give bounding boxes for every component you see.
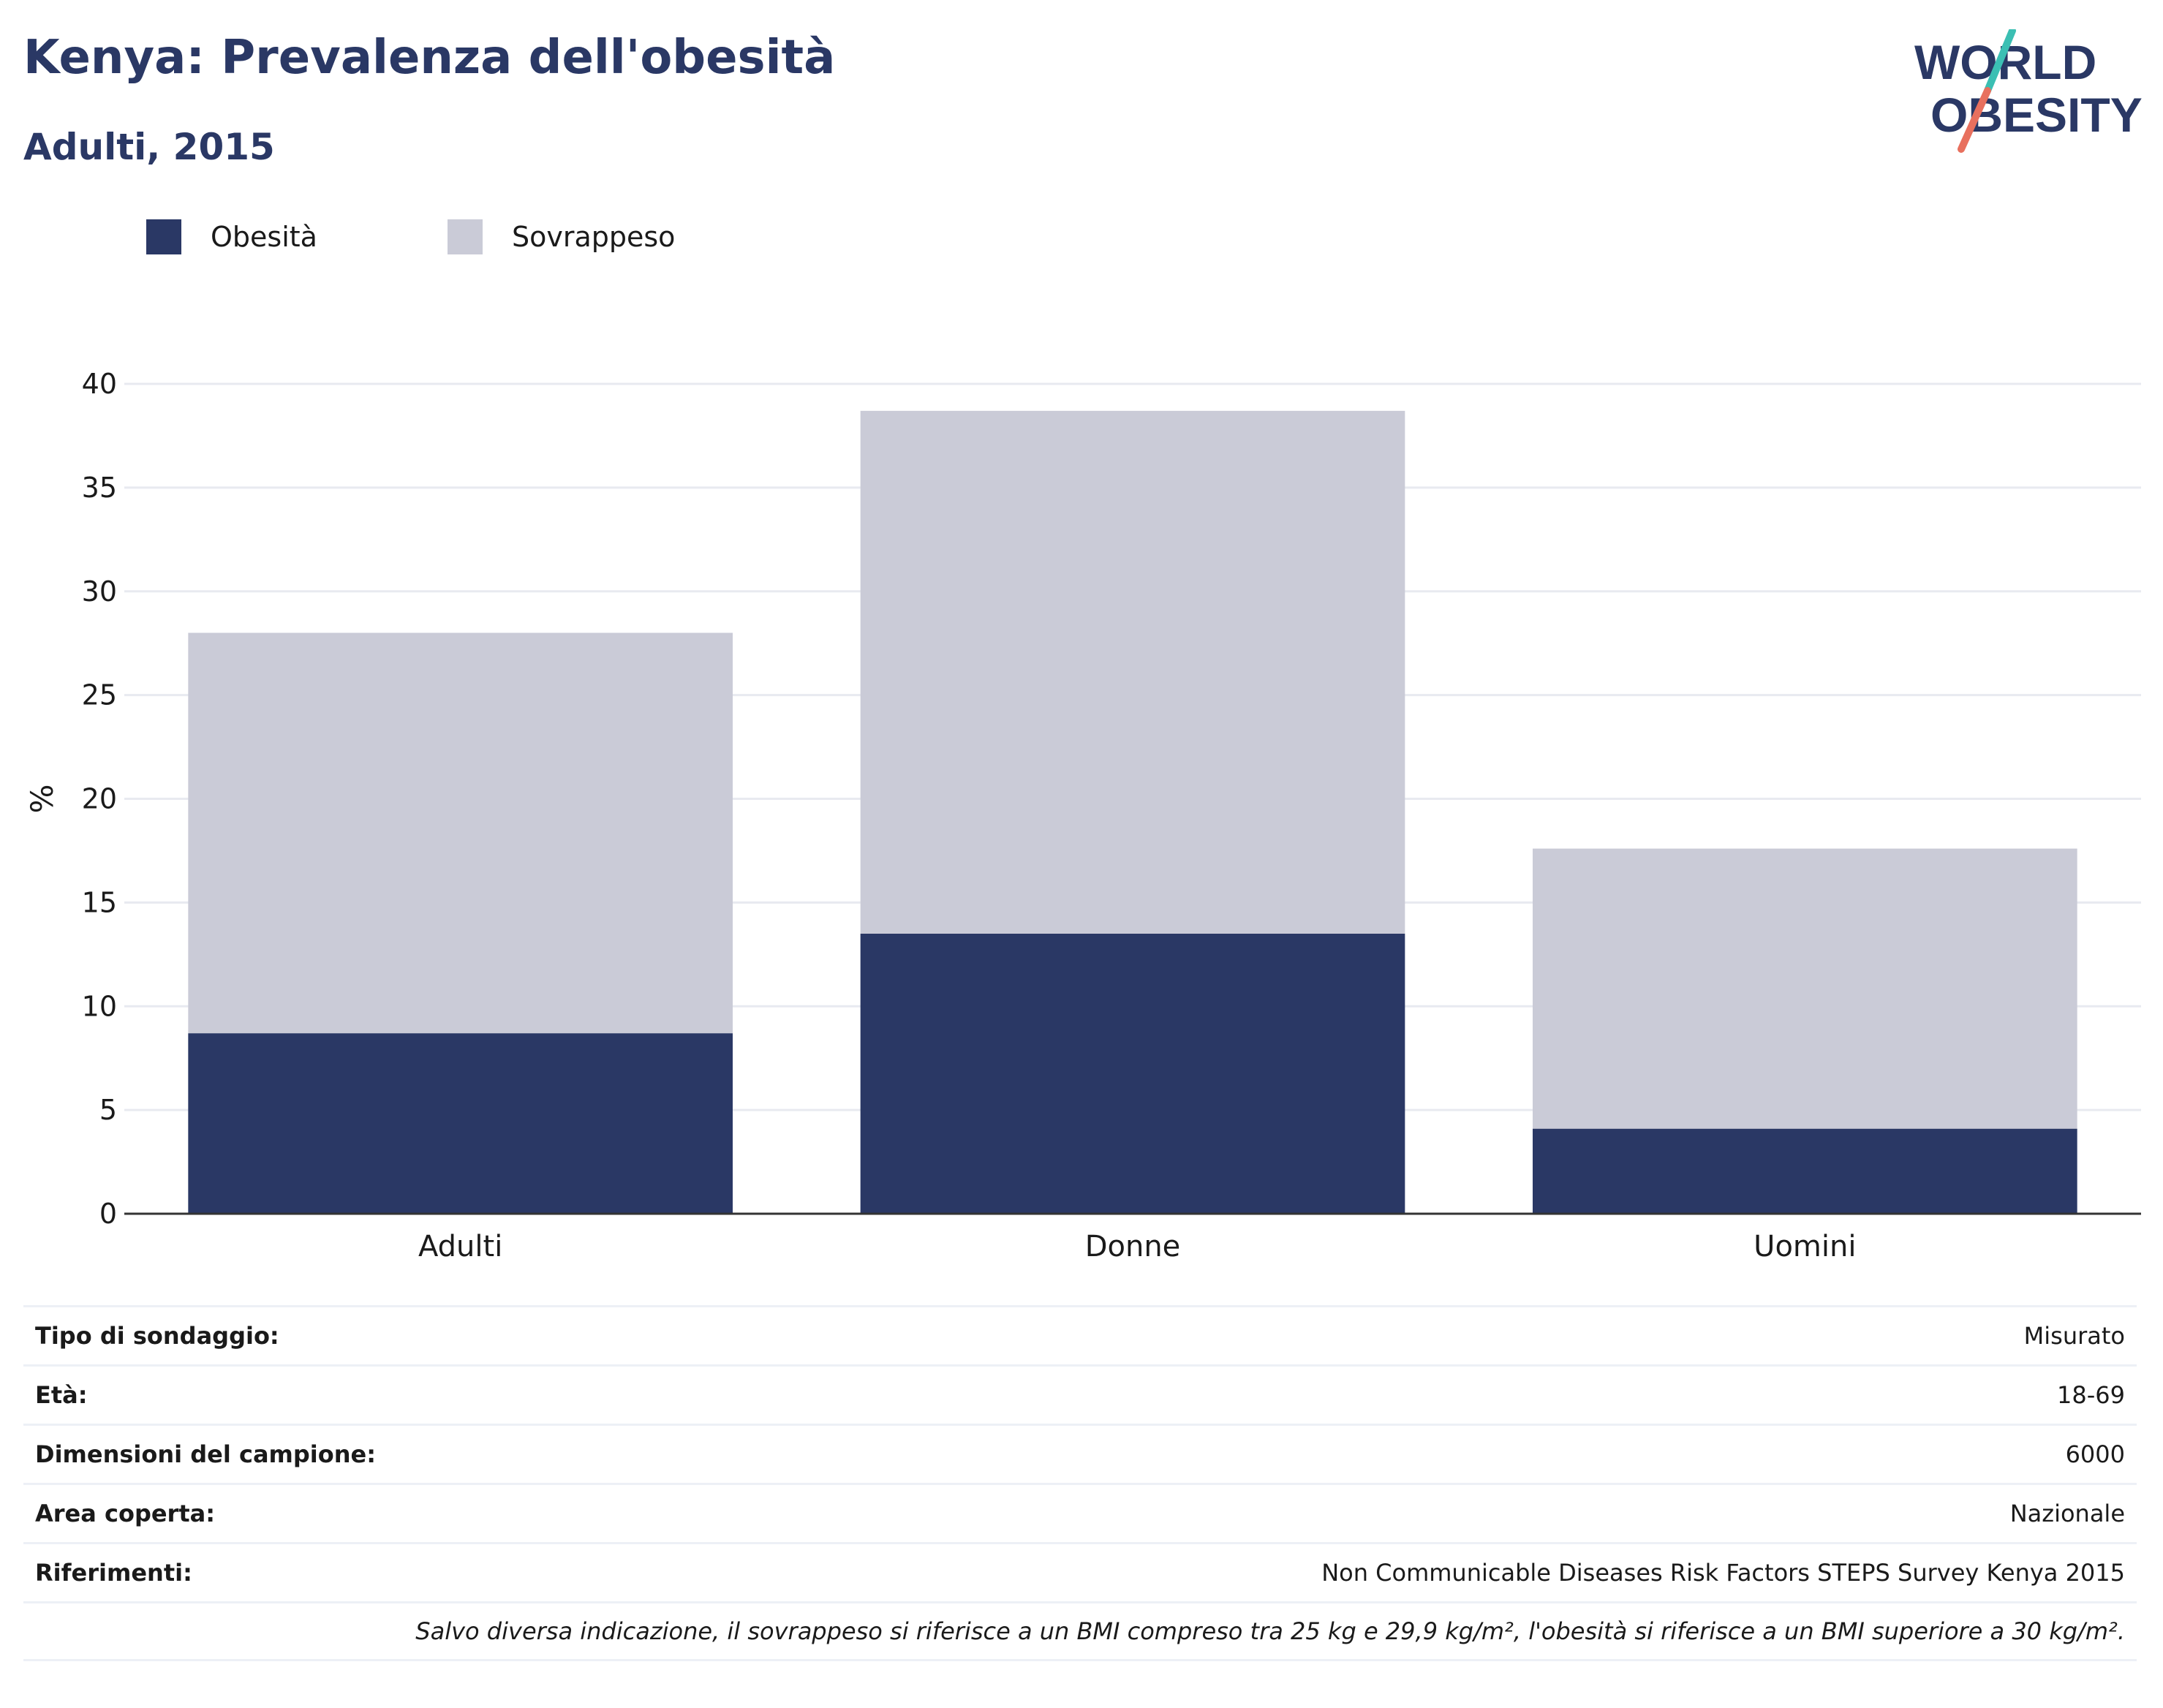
info-label: Area coperta: — [35, 1500, 216, 1527]
legend-swatch-sovrappeso — [448, 219, 483, 254]
legend-item-sovrappeso: Sovrappeso — [448, 216, 675, 257]
bar-obesita-donne — [860, 933, 1405, 1214]
y-axis-label: % — [24, 785, 60, 814]
info-row-tipo: Tipo di sondaggio: Misurato — [23, 1305, 2137, 1364]
footnote-row: Salvo diversa indicazione, il sovrappeso… — [23, 1601, 2137, 1661]
info-label: Età: — [35, 1381, 88, 1409]
info-label: Riferimenti: — [35, 1559, 192, 1587]
legend-label-obesita: Obesità — [211, 221, 317, 253]
logo-slash-red — [1958, 87, 1991, 153]
legend-label-sovrappeso: Sovrappeso — [512, 221, 676, 253]
y-tick-label: 30 — [82, 575, 117, 608]
info-value: Misurato — [2023, 1322, 2125, 1350]
legend-item-obesita: Obesità — [146, 216, 317, 257]
logo-word-obesity: OBESITY — [1930, 88, 2143, 142]
bar-obesita-adulti — [188, 1033, 733, 1214]
info-value: 18-69 — [2057, 1381, 2125, 1409]
y-tick-label: 25 — [82, 679, 117, 711]
chart-subtitle: Adulti, 2015 — [23, 126, 275, 168]
y-tick-label: 0 — [99, 1198, 117, 1230]
x-tick-label: Uomini — [1754, 1230, 1856, 1263]
info-row-riferimenti: Riferimenti: Non Communicable Diseases R… — [23, 1542, 2137, 1601]
bar-sovrappeso-adulti — [188, 632, 733, 1034]
survey-info-table: Tipo di sondaggio: Misurato Età: 18-69 D… — [23, 1305, 2137, 1661]
y-tick-label: 10 — [82, 990, 117, 1022]
y-tick-label: 40 — [82, 368, 117, 400]
bar-sovrappeso-donne — [860, 410, 1405, 934]
stacked-bar-chart: 0 5 10 15 20 25 30 35 40% Adulti Donne Uomini — [24, 368, 2141, 1263]
legend-swatch-obesita — [146, 219, 181, 254]
info-label: Tipo di sondaggio: — [35, 1322, 279, 1350]
logo-slash-teal — [1984, 29, 2016, 94]
x-tick-label: Adulti — [418, 1230, 502, 1263]
world-obesity-logo: WORLD OBESITY — [1914, 29, 2143, 153]
y-tick-label: 15 — [82, 886, 117, 918]
chart-title: Kenya: Prevalenza dell'obesità — [23, 31, 836, 85]
info-value: Non Communicable Diseases Risk Factors S… — [1321, 1559, 2125, 1587]
y-tick-label: 35 — [82, 472, 117, 504]
info-value: 6000 — [2065, 1440, 2125, 1468]
info-row-area: Area coperta: Nazionale — [23, 1483, 2137, 1542]
info-row-eta: Età: 18-69 — [23, 1364, 2137, 1424]
bar-obesita-uomini — [1533, 1128, 2077, 1214]
y-tick-label: 5 — [99, 1094, 117, 1126]
info-label: Dimensioni del campione: — [35, 1440, 377, 1468]
y-tick-label: 20 — [82, 783, 117, 815]
info-row-campione: Dimensioni del campione: 6000 — [23, 1424, 2137, 1483]
bar-sovrappeso-uomini — [1533, 848, 2077, 1129]
x-tick-label: Donne — [1085, 1230, 1181, 1263]
bmi-footnote: Salvo diversa indicazione, il sovrappeso… — [415, 1617, 2125, 1645]
info-value: Nazionale — [2009, 1500, 2125, 1527]
